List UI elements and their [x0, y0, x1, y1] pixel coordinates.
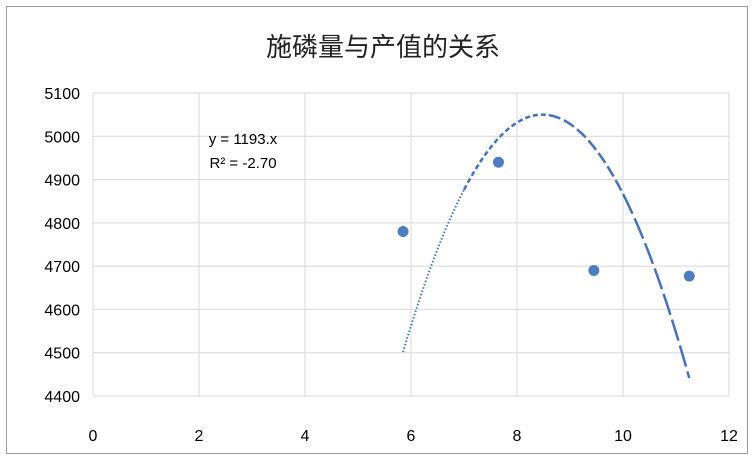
data-point [683, 270, 695, 282]
y-tick-label: 5100 [44, 86, 80, 103]
x-tick-label: 4 [301, 428, 310, 445]
data-point [588, 264, 600, 276]
chart-frame [6, 6, 748, 454]
trendline-equation: y = 1193.x [209, 131, 278, 148]
y-tick-label: 4800 [44, 216, 80, 233]
x-tick-label: 6 [407, 428, 416, 445]
y-tick-label: 4600 [44, 302, 80, 319]
data-point [492, 156, 504, 168]
trendline-layer [402, 113, 691, 379]
points-layer [397, 156, 695, 282]
x-tick-label: 8 [513, 428, 522, 445]
x-tick-label: 0 [89, 428, 98, 445]
chart-title: 施磷量与产值的关系 [266, 33, 500, 63]
trendline-segment [402, 189, 465, 353]
y-tick-label: 4700 [44, 259, 80, 276]
trendline-segment [548, 113, 625, 195]
x-tick-label: 2 [195, 428, 204, 445]
data-point [397, 226, 409, 238]
trendline-segment [462, 113, 549, 191]
x-tick-label: 12 [720, 428, 738, 445]
y-tick-label: 4500 [44, 346, 80, 363]
y-tick-label: 4400 [44, 389, 80, 406]
tick-labels: 4400 4500 4600 4700 4800 4900 5000 5100 0 2 4 6 8 10 1… [44, 86, 738, 445]
y-tick-label: 4900 [44, 173, 80, 190]
trendline-r-squared: R² = -2.70 [209, 155, 276, 172]
y-tick-label: 5000 [44, 129, 80, 146]
trendline-segment [621, 193, 691, 379]
x-tick-label: 10 [614, 428, 632, 445]
grid-layer [92, 92, 730, 397]
